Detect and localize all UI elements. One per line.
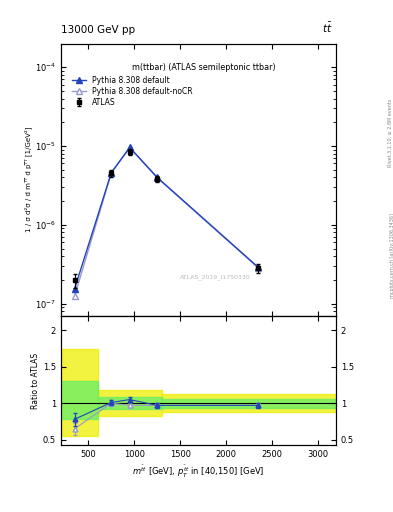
Text: mcplots.cern.ch [arXiv:1306.3436]: mcplots.cern.ch [arXiv:1306.3436] [390,214,393,298]
Pythia 8.308 default [72,286,77,292]
Text: 13000 GeV pp: 13000 GeV pp [61,25,135,35]
Text: m(ttbar) (ATLAS semileptonic ttbar): m(ttbar) (ATLAS semileptonic ttbar) [132,62,276,72]
Pythia 8.308 default-noCR [256,265,261,271]
Y-axis label: Ratio to ATLAS: Ratio to ATLAS [31,353,40,409]
Pythia 8.308 default-noCR [109,170,114,176]
Text: ATLAS_2019_I1750330: ATLAS_2019_I1750330 [180,275,250,281]
Pythia 8.308 default-noCR [127,145,132,151]
Text: Rivet 3.1.10, ≥ 2.8M events: Rivet 3.1.10, ≥ 2.8M events [387,99,392,167]
Y-axis label: 1 / σ d²σ / d mᵀᵀ̅ d pᵀ̅ᵀ [1/GeV²]: 1 / σ d²σ / d mᵀᵀ̅ d pᵀ̅ᵀ [1/GeV²] [24,127,32,232]
Pythia 8.308 default [127,144,132,151]
X-axis label: $m^{\bar{t}t}$ [GeV], $p_T^{\bar{t}t}$ in [40,150] [GeV]: $m^{\bar{t}t}$ [GeV], $p_T^{\bar{t}t}$ i… [132,463,265,480]
Pythia 8.308 default [155,174,160,180]
Pythia 8.308 default [109,169,114,176]
Text: $t\bar{t}$: $t\bar{t}$ [321,20,332,35]
Pythia 8.308 default-noCR [155,175,160,181]
Line: Pythia 8.308 default-noCR: Pythia 8.308 default-noCR [72,145,261,298]
Pythia 8.308 default-noCR [72,293,77,299]
Legend: Pythia 8.308 default, Pythia 8.308 default-noCR, ATLAS: Pythia 8.308 default, Pythia 8.308 defau… [70,75,194,109]
Line: Pythia 8.308 default: Pythia 8.308 default [72,144,261,291]
Pythia 8.308 default [256,264,261,270]
